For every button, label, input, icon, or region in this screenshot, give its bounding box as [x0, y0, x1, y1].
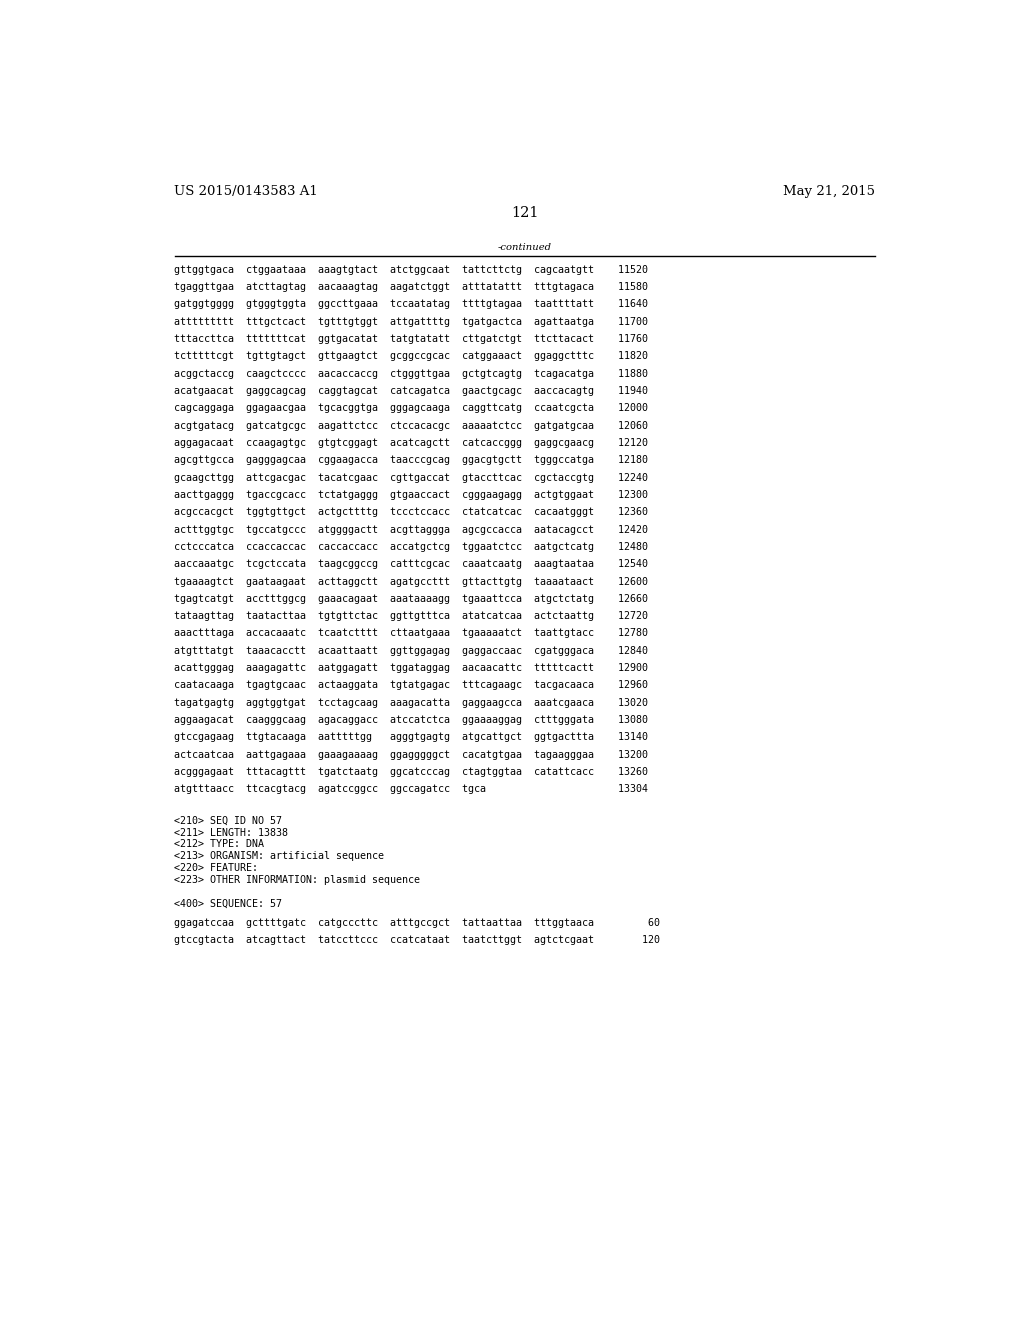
- Text: actcaatcaa  aattgagaaa  gaaagaaaag  ggagggggct  cacatgtgaa  tagaagggaa    13200: actcaatcaa aattgagaaa gaaagaaaag ggagggg…: [174, 750, 648, 760]
- Text: <211> LENGTH: 13838: <211> LENGTH: 13838: [174, 828, 289, 837]
- Text: gtccgagaag  ttgtacaaga  aatttttgg   agggtgagtg  atgcattgct  ggtgacttta    13140: gtccgagaag ttgtacaaga aatttttgg agggtgag…: [174, 733, 648, 742]
- Text: tgaggttgaa  atcttagtag  aacaaagtag  aagatctggt  atttatattt  tttgtagaca    11580: tgaggttgaa atcttagtag aacaaagtag aagatct…: [174, 282, 648, 292]
- Text: acgtgatacg  gatcatgcgc  aagattctcc  ctccacacgc  aaaaatctcc  gatgatgcaa    12060: acgtgatacg gatcatgcgc aagattctcc ctccaca…: [174, 421, 648, 430]
- Text: gcaagcttgg  attcgacgac  tacatcgaac  cgttgaccat  gtaccttcac  cgctaccgtg    12240: gcaagcttgg attcgacgac tacatcgaac cgttgac…: [174, 473, 648, 483]
- Text: <220> FEATURE:: <220> FEATURE:: [174, 863, 258, 874]
- Text: aggaagacat  caagggcaag  agacaggacc  atccatctca  ggaaaaggag  ctttgggata    13080: aggaagacat caagggcaag agacaggacc atccatc…: [174, 715, 648, 725]
- Text: tagatgagtg  aggtggtgat  tcctagcaag  aaagacatta  gaggaagcca  aaatcgaaca    13020: tagatgagtg aggtggtgat tcctagcaag aaagaca…: [174, 698, 648, 708]
- Text: gatggtgggg  gtgggtggta  ggccttgaaa  tccaatatag  ttttgtagaa  taattttatt    11640: gatggtgggg gtgggtggta ggccttgaaa tccaata…: [174, 300, 648, 309]
- Text: tctttttcgt  tgttgtagct  gttgaagtct  gcggccgcac  catggaaact  ggaggctttc    11820: tctttttcgt tgttgtagct gttgaagtct gcggccg…: [174, 351, 648, 362]
- Text: tataagttag  taatacttaa  tgtgttctac  ggttgtttca  atatcatcaa  actctaattg    12720: tataagttag taatacttaa tgtgttctac ggttgtt…: [174, 611, 648, 622]
- Text: attttttttt  tttgctcact  tgtttgtggt  attgattttg  tgatgactca  agattaatga    11700: attttttttt tttgctcact tgtttgtggt attgatt…: [174, 317, 648, 326]
- Text: tttaccttca  tttttttcat  ggtgacatat  tatgtatatt  cttgatctgt  ttcttacact    11760: tttaccttca tttttttcat ggtgacatat tatgtat…: [174, 334, 648, 345]
- Text: <212> TYPE: DNA: <212> TYPE: DNA: [174, 840, 264, 850]
- Text: atgtttatgt  taaacacctt  acaattaatt  ggttggagag  gaggaccaac  cgatgggaca    12840: atgtttatgt taaacacctt acaattaatt ggttgga…: [174, 645, 648, 656]
- Text: tgagtcatgt  acctttggcg  gaaacagaat  aaataaaagg  tgaaattcca  atgctctatg    12660: tgagtcatgt acctttggcg gaaacagaat aaataaa…: [174, 594, 648, 603]
- Text: acgccacgct  tggtgttgct  actgcttttg  tccctccacc  ctatcatcac  cacaatgggt    12360: acgccacgct tggtgttgct actgcttttg tccctcc…: [174, 507, 648, 517]
- Text: <210> SEQ ID NO 57: <210> SEQ ID NO 57: [174, 816, 283, 825]
- Text: agcgttgcca  gagggagcaa  cggaagacca  taacccgcag  ggacgtgctt  tgggccatga    12180: agcgttgcca gagggagcaa cggaagacca taacccg…: [174, 455, 648, 465]
- Text: ggagatccaa  gcttttgatc  catgcccttc  atttgccgct  tattaattaa  tttggtaaca         6: ggagatccaa gcttttgatc catgcccttc atttgcc…: [174, 917, 660, 928]
- Text: tgaaaagtct  gaataagaat  acttaggctt  agatgccttt  gttacttgtg  taaaataact    12600: tgaaaagtct gaataagaat acttaggctt agatgcc…: [174, 577, 648, 586]
- Text: aggagacaat  ccaagagtgc  gtgtcggagt  acatcagctt  catcaccggg  gaggcgaacg    12120: aggagacaat ccaagagtgc gtgtcggagt acatcag…: [174, 438, 648, 447]
- Text: 121: 121: [511, 206, 539, 220]
- Text: gttggtgaca  ctggaataaa  aaagtgtact  atctggcaat  tattcttctg  cagcaatgtt    11520: gttggtgaca ctggaataaa aaagtgtact atctggc…: [174, 264, 648, 275]
- Text: -continued: -continued: [498, 243, 552, 252]
- Text: atgtttaacc  ttcacgtacg  agatccggcc  ggccagatcc  tgca                      13304: atgtttaacc ttcacgtacg agatccggcc ggccaga…: [174, 784, 648, 795]
- Text: caatacaaga  tgagtgcaac  actaaggata  tgtatgagac  tttcagaagc  tacgacaaca    12960: caatacaaga tgagtgcaac actaaggata tgtatga…: [174, 681, 648, 690]
- Text: US 2015/0143583 A1: US 2015/0143583 A1: [174, 185, 318, 198]
- Text: acggctaccg  caagctcccc  aacaccaccg  ctgggttgaa  gctgtcagtg  tcagacatga    11880: acggctaccg caagctcccc aacaccaccg ctgggtt…: [174, 368, 648, 379]
- Text: aaccaaatgc  tcgctccata  taagcggccg  catttcgcac  caaatcaatg  aaagtaataa    12540: aaccaaatgc tcgctccata taagcggccg catttcg…: [174, 560, 648, 569]
- Text: May 21, 2015: May 21, 2015: [783, 185, 876, 198]
- Text: acatgaacat  gaggcagcag  caggtagcat  catcagatca  gaactgcagc  aaccacagtg    11940: acatgaacat gaggcagcag caggtagcat catcaga…: [174, 385, 648, 396]
- Text: cagcaggaga  ggagaacgaa  tgcacggtga  gggagcaaga  caggttcatg  ccaatcgcta    12000: cagcaggaga ggagaacgaa tgcacggtga gggagca…: [174, 404, 648, 413]
- Text: aacttgaggg  tgaccgcacc  tctatgaggg  gtgaaccact  cgggaagagg  actgtggaat    12300: aacttgaggg tgaccgcacc tctatgaggg gtgaacc…: [174, 490, 648, 500]
- Text: acattgggag  aaagagattc  aatggagatt  tggataggag  aacaacattc  tttttcactt    12900: acattgggag aaagagattc aatggagatt tggatag…: [174, 663, 648, 673]
- Text: acgggagaat  tttacagttt  tgatctaatg  ggcatcccag  ctagtggtaa  catattcacc    13260: acgggagaat tttacagttt tgatctaatg ggcatcc…: [174, 767, 648, 777]
- Text: <400> SEQUENCE: 57: <400> SEQUENCE: 57: [174, 899, 283, 908]
- Text: aaactttaga  accacaaatc  tcaatctttt  cttaatgaaa  tgaaaaatct  taattgtacc    12780: aaactttaga accacaaatc tcaatctttt cttaatg…: [174, 628, 648, 639]
- Text: gtccgtacta  atcagttact  tatccttccc  ccatcataat  taatcttggt  agtctcgaat        12: gtccgtacta atcagttact tatccttccc ccatcat…: [174, 936, 660, 945]
- Text: <213> ORGANISM: artificial sequence: <213> ORGANISM: artificial sequence: [174, 851, 384, 862]
- Text: cctcccatca  ccaccaccac  caccaccacc  accatgctcg  tggaatctcc  aatgctcatg    12480: cctcccatca ccaccaccac caccaccacc accatgc…: [174, 543, 648, 552]
- Text: actttggtgc  tgccatgccc  atggggactt  acgttaggga  agcgccacca  aatacagcct    12420: actttggtgc tgccatgccc atggggactt acgttag…: [174, 524, 648, 535]
- Text: <223> OTHER INFORMATION: plasmid sequence: <223> OTHER INFORMATION: plasmid sequenc…: [174, 875, 421, 886]
